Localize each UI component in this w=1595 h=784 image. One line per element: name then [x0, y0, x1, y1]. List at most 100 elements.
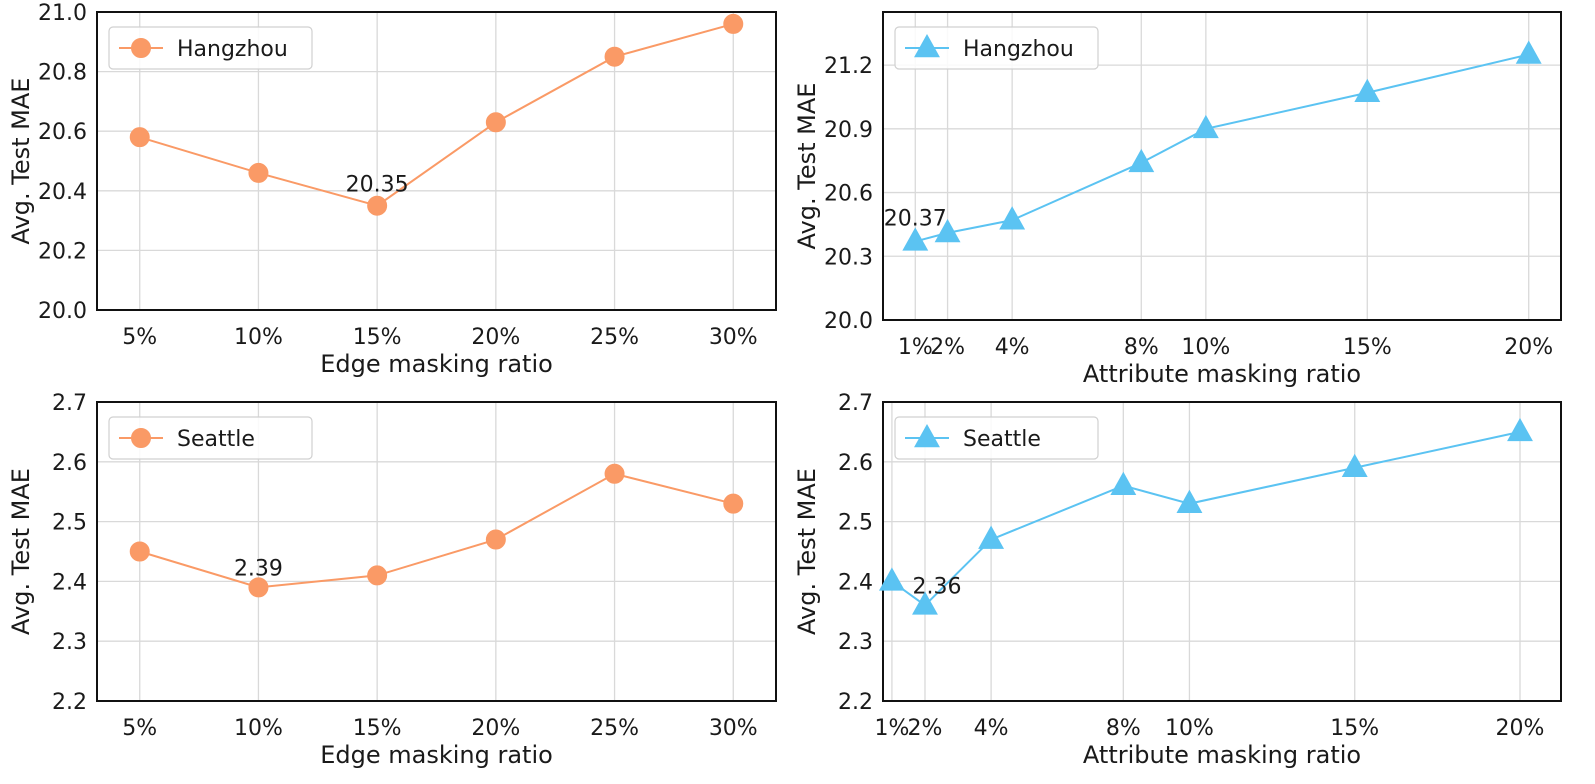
data-point — [902, 227, 929, 251]
y-tick-label: 2.4 — [838, 570, 873, 595]
series-line-hangzhou — [915, 53, 1529, 243]
x-tick-label: 8% — [1124, 335, 1159, 360]
legend-marker — [131, 38, 151, 58]
x-tick-label: 10% — [234, 716, 283, 741]
y-axis-label: Avg. Test MAE — [7, 78, 35, 245]
y-tick-label: 2.6 — [52, 451, 87, 476]
x-tick-label: 30% — [709, 716, 758, 741]
data-annotation: 20.35 — [346, 173, 409, 198]
y-tick-label: 2.3 — [52, 630, 87, 655]
y-tick-label: 21.2 — [824, 54, 873, 79]
data-point — [1515, 40, 1542, 64]
y-tick-label: 20.0 — [38, 299, 87, 324]
x-tick-label: 10% — [1181, 335, 1230, 360]
chart-panel-1: 5% 10% 15% 20% 25% 30% 20.0 20.2 20.4 20.6 20.8 21.… — [7, 1, 777, 378]
y-tick-label: 20.3 — [824, 245, 873, 270]
plot-frame — [96, 401, 777, 702]
legend-box — [894, 26, 1099, 70]
data-point — [129, 541, 150, 562]
data-point — [1176, 489, 1203, 513]
y-tick-label: 20.9 — [824, 118, 873, 143]
data-point — [1507, 417, 1533, 442]
data-point — [978, 525, 1005, 549]
y-axis-label: Avg. Test MAE — [7, 468, 35, 635]
y-tick-label: 2.5 — [838, 511, 873, 536]
data-point — [1192, 114, 1219, 139]
x-tick-label: 25% — [590, 325, 639, 350]
x-tick-label: 20% — [471, 716, 520, 741]
data-point — [1128, 148, 1155, 173]
x-tick-label: 30% — [709, 325, 758, 350]
x-tick-label: 20% — [1504, 335, 1553, 360]
data-point — [367, 195, 388, 216]
x-tick-label: 5% — [122, 325, 157, 350]
x-tick-label: 5% — [122, 716, 157, 741]
data-point — [1110, 471, 1137, 495]
y-axis-label: Avg. Test MAE — [793, 83, 821, 250]
y-tick-label: 2.7 — [52, 391, 87, 416]
x-tick-label: 10% — [234, 325, 283, 350]
plot-frame — [96, 11, 777, 311]
legend-label: Seattle — [963, 427, 1041, 452]
data-point — [248, 162, 269, 183]
y-tick-label: 2.3 — [838, 630, 873, 655]
x-tick-label: 15% — [353, 716, 402, 741]
x-tick-label: 4% — [974, 716, 1009, 741]
y-tick-label: 2.4 — [52, 570, 87, 595]
data-point — [485, 112, 506, 133]
data-point — [723, 13, 744, 34]
chart-panel-2: 1%2% 4% 8% 10% 15% 20% 20.0 20.3 20.6 20.9 21.2 Att… — [793, 11, 1562, 388]
data-point — [934, 218, 961, 243]
x-tick-label: 8% — [1106, 716, 1141, 741]
data-point — [129, 127, 150, 148]
y-tick-label: 20.8 — [38, 61, 87, 86]
y-tick-label: 2.7 — [838, 391, 873, 416]
data-point — [723, 493, 744, 514]
x-tick-label: 25% — [590, 716, 639, 741]
data-point — [999, 206, 1026, 230]
x-tick-label: 1% — [898, 335, 933, 360]
x-tick-label: 4% — [995, 335, 1030, 360]
data-point — [367, 565, 388, 586]
x-axis-label: Edge masking ratio — [320, 741, 553, 769]
series-line-seattle — [139, 472, 734, 589]
data-point — [604, 46, 625, 67]
x-tick-label: 10% — [1165, 716, 1214, 741]
data-point — [878, 567, 905, 591]
data-point — [912, 591, 938, 615]
x-tick-label: 15% — [1330, 716, 1379, 741]
legend-marker — [914, 34, 940, 58]
legend-marker — [914, 424, 940, 448]
y-tick-label: 20.6 — [824, 182, 873, 207]
data-point — [248, 577, 269, 598]
data-point — [485, 529, 506, 550]
legend-box — [894, 416, 1099, 460]
data-point — [1341, 453, 1368, 478]
data-point — [604, 463, 625, 484]
x-tick-label: 15% — [1343, 335, 1392, 360]
legend-marker — [131, 428, 151, 448]
y-tick-label: 2.2 — [838, 690, 873, 715]
y-tick-label: 2.2 — [52, 690, 87, 715]
legend-label: Hangzhou — [177, 37, 288, 62]
series-line-hangzhou — [139, 22, 734, 207]
y-tick-label: 20.2 — [38, 239, 87, 264]
data-annotation: 2.36 — [912, 574, 961, 599]
chart-panel-4: 1%2% 4% 8% 10% 15% 20% 2.2 2.3 2.4 2.5 2.6 2.7 Attri… — [793, 391, 1562, 769]
legend-box — [108, 26, 313, 70]
plot-frame — [882, 11, 1562, 321]
y-tick-label: 20.4 — [38, 180, 87, 205]
y-tick-label: 20.0 — [824, 309, 873, 334]
legend-box — [108, 416, 313, 460]
y-tick-label: 2.5 — [52, 511, 87, 536]
x-tick-label: 15% — [353, 325, 402, 350]
data-point — [1354, 78, 1381, 102]
x-axis-label: Edge masking ratio — [320, 350, 553, 378]
x-tick-label: 20% — [471, 325, 520, 350]
chart-panel-3: 5% 10% 15% 20% 25% 30% 2.2 2.3 2.4 2.5 2.6 2.7 Edge … — [7, 391, 777, 769]
x-axis-label: Attribute masking ratio — [1083, 360, 1361, 388]
data-annotation: 2.39 — [234, 556, 283, 581]
legend-label: Hangzhou — [963, 37, 1074, 62]
y-tick-label: 20.6 — [38, 120, 87, 145]
